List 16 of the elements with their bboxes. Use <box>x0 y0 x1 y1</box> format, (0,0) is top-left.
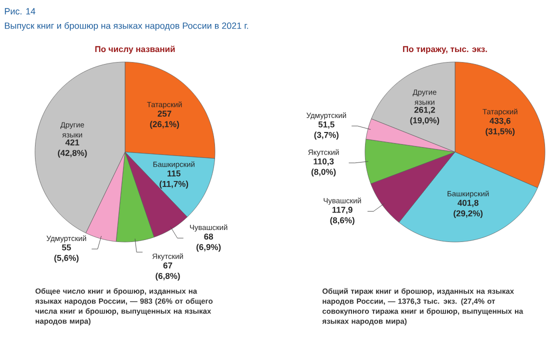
data-label: 401,8 (29,2%) <box>454 200 483 218</box>
chart-title: По тиражу, тыс. экз. <box>403 46 487 54</box>
data-label: 257 (26,1%) <box>150 110 179 129</box>
data-label: 67 (6,8%) <box>156 262 180 281</box>
chart-title: По числу названий <box>95 46 175 54</box>
data-label: 110,3 (8,0%) <box>312 158 336 177</box>
data-label: 421 (42,8%) <box>58 139 87 158</box>
data-label: 55 (5,6%) <box>54 244 79 263</box>
data-label: 68 (6,9%) <box>196 234 221 252</box>
text: Выпуск книг и брошюр на языках народов России в 2021 г. <box>4 22 248 31</box>
data-label: 261,2 (19,0%) <box>410 106 440 126</box>
data-label: 115 (11,7%) <box>160 170 188 189</box>
data-label: 117,9 (8,6%) <box>330 206 354 225</box>
text: Рис. 14 <box>4 8 36 14</box>
data-label: 433,6 (31,5%) <box>486 118 515 136</box>
data-label: 51,5 (3,7%) <box>314 122 338 140</box>
